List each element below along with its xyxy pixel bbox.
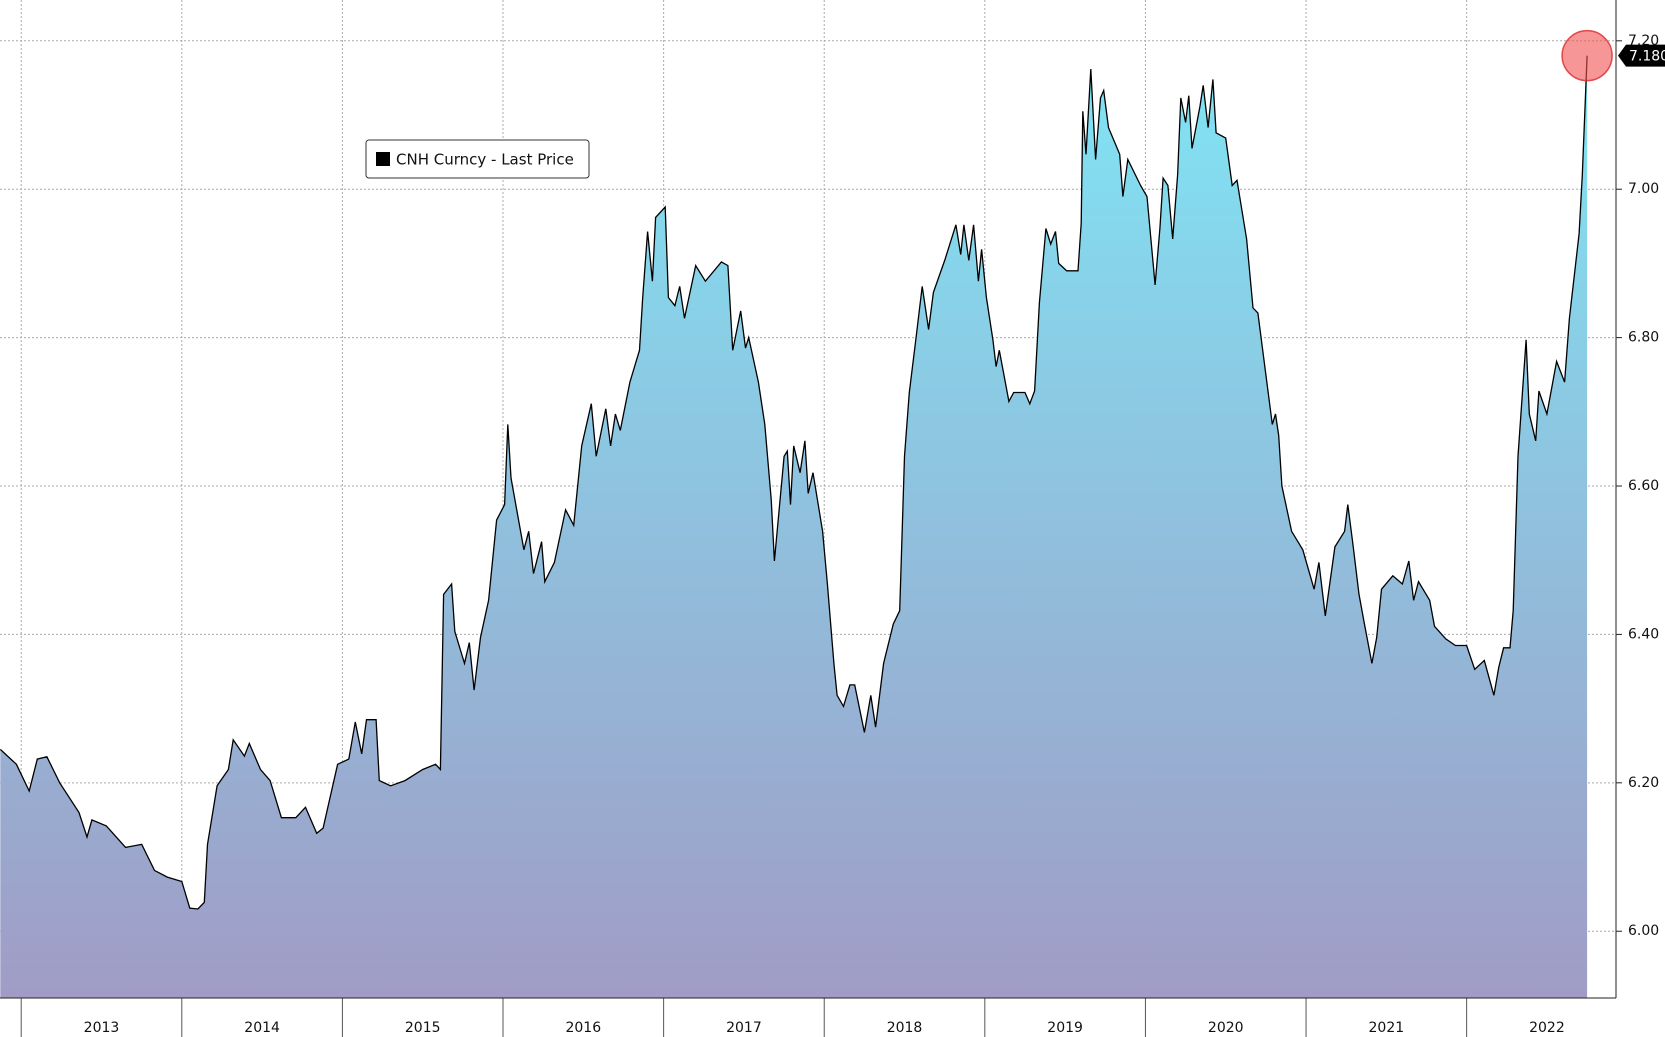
y-tick-label: 6.40	[1628, 626, 1659, 642]
last-point-highlight	[1561, 29, 1613, 82]
x-tick-label: 2015	[405, 1020, 441, 1036]
x-tick-label: 2018	[887, 1020, 923, 1036]
y-tick-label: 6.20	[1628, 775, 1659, 791]
legend-label: CNH Curncy - Last Price	[396, 151, 574, 169]
x-tick-label: 2014	[244, 1020, 280, 1036]
legend-swatch	[376, 152, 390, 166]
legend-box	[365, 139, 590, 179]
x-tick-label: 2019	[1047, 1020, 1083, 1036]
y-tick-label: 6.80	[1628, 330, 1659, 346]
x-tick-label: 2022	[1529, 1020, 1565, 1036]
x-tick-label: 2017	[726, 1020, 762, 1036]
x-tick-label: 2013	[84, 1020, 120, 1036]
y-tick-label: 6.60	[1628, 478, 1659, 494]
last-value-tag	[1618, 44, 1665, 67]
y-tick-label: 6.00	[1628, 923, 1659, 939]
last-value-label: 7.180	[1629, 49, 1665, 65]
area	[0, 55, 1588, 998]
y-tick-label: 7.00	[1628, 181, 1659, 197]
x-tick-label: 2020	[1208, 1020, 1244, 1036]
x-tick-label: 2021	[1369, 1020, 1405, 1036]
legend: CNH Curncy - Last Price	[365, 139, 590, 179]
line	[0, 55, 1588, 910]
x-tick-label: 2016	[565, 1020, 601, 1036]
plot	[0, 29, 1613, 998]
